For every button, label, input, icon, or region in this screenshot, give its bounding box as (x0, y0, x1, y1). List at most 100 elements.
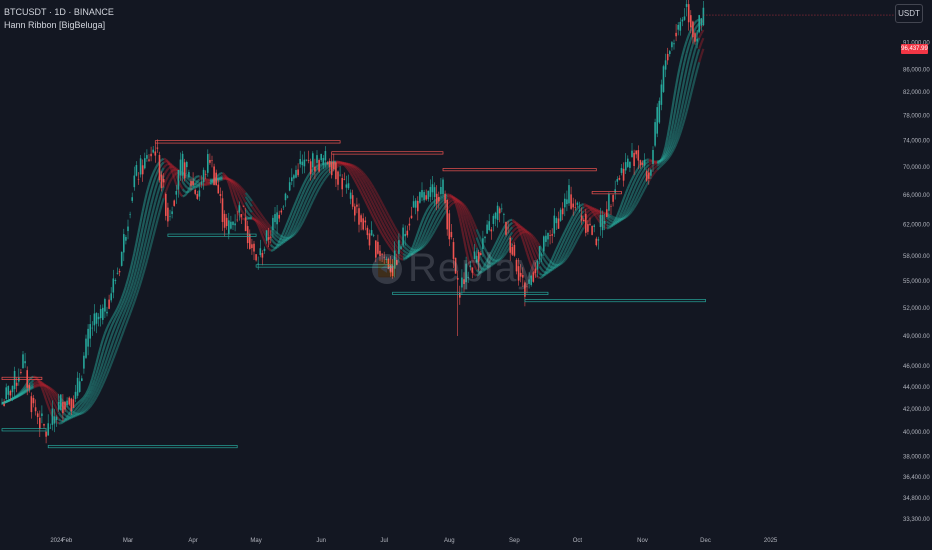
ribbon-segment (205, 180, 209, 184)
candle-body (135, 165, 138, 176)
candle-body (280, 210, 283, 213)
candle-body (641, 162, 644, 165)
ribbon-segment (570, 227, 575, 233)
candle-body (692, 21, 694, 38)
candle-body (137, 178, 140, 180)
candle-body (228, 220, 230, 234)
ribbon-segment (124, 318, 130, 326)
y-tick-label: 44,000.00 (903, 385, 930, 391)
ribbon-segment (226, 177, 230, 181)
ribbon-segment (122, 308, 127, 315)
ribbon-segment (397, 233, 402, 238)
ribbon-segment (626, 199, 631, 205)
candle-body (557, 218, 560, 229)
ribbon-segment (238, 184, 243, 189)
candle-body (125, 237, 127, 241)
resistance-level (591, 191, 622, 195)
ribbon-segment (181, 188, 186, 193)
ribbon-segment (126, 305, 132, 312)
ribbon-segment (557, 262, 562, 267)
ribbon-segment (131, 301, 136, 309)
candle-body (412, 201, 415, 208)
ribbon-segment (161, 157, 165, 161)
ribbon-segment (549, 264, 554, 270)
ribbon-segment (537, 276, 541, 279)
ribbon-segment (152, 168, 157, 174)
ribbon-segment (664, 146, 669, 154)
ribbon-segment (440, 203, 444, 208)
ribbon-segment (681, 47, 686, 56)
ribbon-segment (169, 177, 174, 183)
ribbon-segment (511, 234, 516, 239)
ribbon-segment (465, 206, 470, 212)
ribbon-segment (612, 219, 617, 225)
ribbon-segment (145, 240, 151, 250)
ribbon-segment (427, 225, 432, 232)
ribbon-segment (60, 419, 64, 423)
ribbon-segment (284, 229, 289, 236)
ribbon-segment (580, 226, 585, 232)
ribbon-segment (694, 25, 699, 30)
ribbon-segment (74, 402, 79, 407)
ribbon-segment (105, 361, 111, 368)
ribbon-segment (66, 417, 70, 421)
ribbon-segment (301, 196, 306, 203)
ribbon-segment (145, 184, 151, 193)
ribbon-segment (648, 158, 652, 162)
ribbon-segment (261, 235, 266, 242)
candle-body (662, 66, 665, 92)
ribbon-segment (602, 211, 606, 215)
ribbon-segment (446, 195, 450, 199)
ribbon-segment (133, 295, 138, 303)
currency-button[interactable]: USDT (895, 4, 923, 23)
ribbon-segment (482, 268, 486, 273)
ribbon-segment (670, 138, 676, 146)
ribbon-segment (431, 200, 436, 204)
ribbon-segment (631, 174, 636, 180)
ribbon-segment (290, 232, 295, 237)
candle-body (45, 431, 47, 437)
ribbon-segment (408, 250, 412, 254)
ribbon-segment (141, 231, 146, 242)
candle-body (11, 385, 14, 393)
ribbon-segment (290, 228, 295, 234)
ribbon-segment (250, 205, 255, 211)
ribbon-segment (220, 178, 223, 182)
ribbon-segment (486, 256, 491, 262)
ribbon-segment (597, 209, 602, 213)
candle-body (601, 215, 604, 231)
indicator-title[interactable]: Hann Ribbon [BigBeluga] (4, 20, 106, 30)
candle-body (339, 174, 341, 176)
candle-body (131, 197, 133, 201)
candle-body (555, 218, 558, 224)
ribbon-segment (349, 168, 354, 173)
ribbon-segment (381, 221, 386, 227)
candle-body (595, 238, 598, 246)
ribbon-segment (656, 166, 661, 171)
ribbon-segment (251, 216, 255, 220)
ribbon-segment (452, 196, 457, 200)
ribbon-segment (591, 210, 596, 215)
ribbon-segment (209, 181, 213, 185)
ribbon-segment (612, 222, 616, 226)
candle-body (406, 230, 409, 236)
ribbon-segment (477, 242, 482, 249)
candle-body (202, 169, 205, 183)
ribbon-segment (358, 181, 363, 187)
ribbon-segment (1, 401, 5, 405)
candle-body (675, 32, 677, 37)
ribbon-segment (666, 155, 671, 160)
ribbon-segment (360, 191, 365, 198)
ribbon-segment (398, 253, 402, 257)
candle-body (312, 153, 314, 168)
candle-body (475, 255, 478, 263)
ribbon-segment (236, 184, 241, 189)
ribbon-segment (589, 208, 593, 212)
ribbon-segment (425, 222, 430, 229)
ribbon-segment (685, 103, 690, 112)
ribbon-segment (551, 262, 555, 266)
ribbon-segment (288, 235, 293, 239)
ribbon-segment (525, 252, 531, 260)
ribbon-segment (668, 138, 673, 147)
